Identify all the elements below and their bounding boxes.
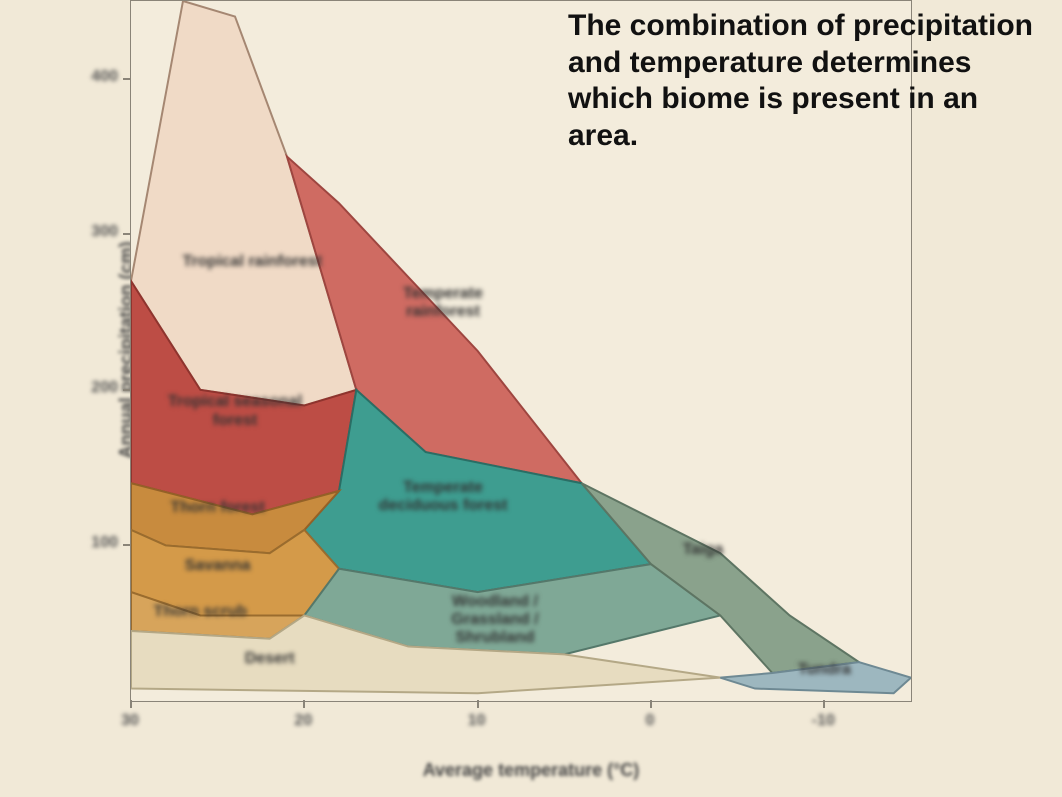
region-label-tropical-seasonal-forest: Tropical seasonal forest	[165, 393, 305, 430]
xtick-mark-10	[477, 700, 479, 708]
region-label-thorn-forest: Thorn forest	[148, 499, 288, 517]
xtick-mark-20	[303, 700, 305, 708]
xtick-30: 30	[100, 712, 160, 730]
ytick-100: 100	[78, 534, 118, 552]
region-label-woodland-grassland-shrubland: Woodland / Grassland / Shrubland	[425, 593, 565, 648]
xtick-0: 0	[620, 712, 680, 730]
annotation-text: The combination of precipitation and tem…	[568, 8, 1048, 154]
page: Annual precipitation (cm) Average temper…	[0, 0, 1062, 797]
ytick-mark-100	[123, 544, 131, 546]
region-label-tropical-rainforest: Tropical rainforest	[182, 253, 322, 271]
xtick-mark-30	[130, 700, 132, 708]
ytick-mark-400	[123, 78, 131, 80]
region-label-tundra: Tundra	[754, 661, 894, 679]
region-label-temperate-deciduous-forest: Temperate deciduous forest	[373, 479, 513, 516]
region-label-desert: Desert	[200, 650, 340, 668]
ytick-mark-300	[123, 233, 131, 235]
xtick-10: 10	[447, 712, 507, 730]
ytick-300: 300	[78, 223, 118, 241]
region-label-thorn-scrub: Thorn scrub	[130, 603, 270, 621]
ytick-mark-200	[123, 389, 131, 391]
xtick-mark-0	[650, 700, 652, 708]
region-label-taiga: Taiga	[633, 541, 773, 559]
region-label-temperate-rainforest: Temperate rainforest	[373, 285, 513, 322]
x-axis-label: Average temperature (°C)	[0, 760, 1062, 781]
xtick--10: -10	[793, 712, 853, 730]
ytick-400: 400	[78, 68, 118, 86]
region-label-savanna: Savanna	[148, 557, 288, 575]
xtick-20: 20	[273, 712, 333, 730]
xtick-mark--10	[823, 700, 825, 708]
ytick-200: 200	[78, 379, 118, 397]
